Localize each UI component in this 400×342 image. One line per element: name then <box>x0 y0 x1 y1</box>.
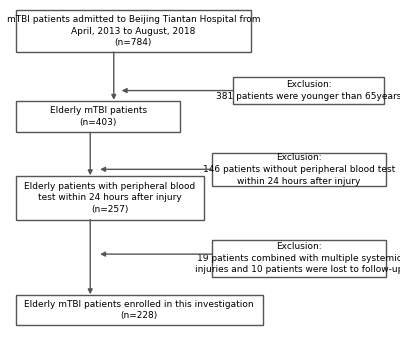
Text: Exclusion:
146 patients without peripheral blood test
within 24 hours after inju: Exclusion: 146 patients without peripher… <box>203 153 395 186</box>
Text: Elderly mTBI patients enrolled in this investigation
(n=228): Elderly mTBI patients enrolled in this i… <box>24 300 254 320</box>
Text: Exclusion:
381 patients were younger than 65years: Exclusion: 381 patients were younger tha… <box>216 80 400 101</box>
Text: Exclusion:
19 patients combined with multiple systemic
injuries and 10 patients : Exclusion: 19 patients combined with mul… <box>195 242 400 274</box>
FancyBboxPatch shape <box>16 101 180 132</box>
FancyBboxPatch shape <box>212 240 386 277</box>
FancyBboxPatch shape <box>16 10 251 52</box>
FancyBboxPatch shape <box>16 295 263 325</box>
FancyBboxPatch shape <box>16 176 204 220</box>
Text: mTBI patients admitted to Beijing Tiantan Hospital from
April, 2013 to August, 2: mTBI patients admitted to Beijing Tianta… <box>7 15 260 48</box>
Text: Elderly patients with peripheral blood
test within 24 hours after injury
(n=257): Elderly patients with peripheral blood t… <box>24 182 196 214</box>
Text: Elderly mTBI patients
(n=403): Elderly mTBI patients (n=403) <box>50 106 147 127</box>
FancyBboxPatch shape <box>212 153 386 186</box>
FancyBboxPatch shape <box>233 77 384 104</box>
